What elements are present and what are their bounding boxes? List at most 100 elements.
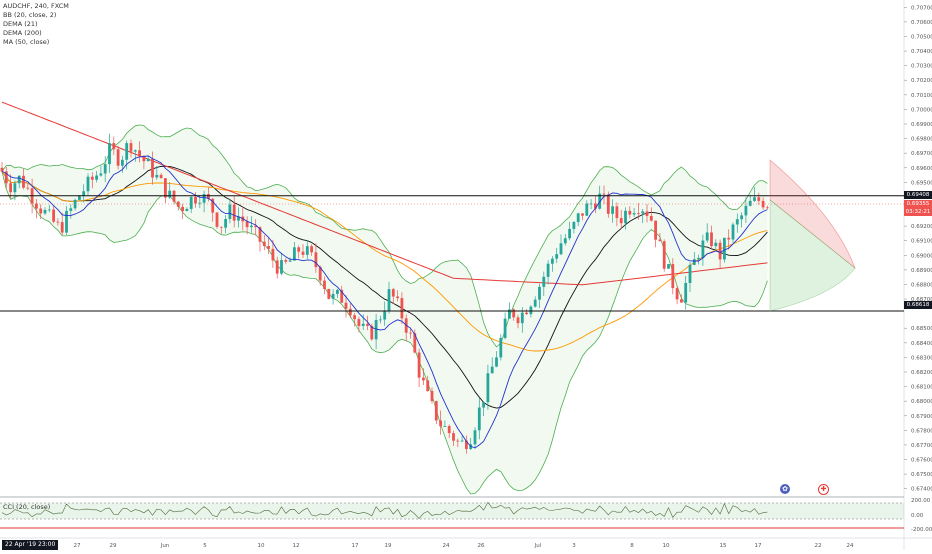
x-tick-label-15: 17 xyxy=(755,543,762,549)
candle-body-5 xyxy=(22,175,25,188)
candle-body-63 xyxy=(271,248,275,261)
candle-body-55 xyxy=(237,216,240,221)
x-tick-label-1: 29 xyxy=(110,543,117,549)
candle-body-71 xyxy=(305,246,309,255)
candle-body-57 xyxy=(245,221,249,228)
candle-body-84 xyxy=(361,323,365,326)
candle-body-113 xyxy=(486,373,490,403)
candle-body-83 xyxy=(357,319,361,326)
legend-ma50[interactable]: MA (50, close) xyxy=(3,38,50,46)
candle-body-104 xyxy=(447,426,451,434)
candle-body-16 xyxy=(69,208,73,211)
y-tick-label-1: 0.70600 xyxy=(911,20,932,26)
y-tick-label-10: 0.69700 xyxy=(911,151,932,157)
candle-body-151 xyxy=(649,215,653,221)
cci-tick-label-2: -200.00 xyxy=(911,527,932,533)
x-tick-label-4: 10 xyxy=(258,543,265,549)
candle-body-75 xyxy=(323,280,326,289)
candle-body-68 xyxy=(293,247,296,261)
candle-body-15 xyxy=(65,210,68,233)
candle-body-102 xyxy=(439,420,442,427)
candle-body-72 xyxy=(310,246,313,253)
candle-body-147 xyxy=(632,213,636,215)
candle-body-73 xyxy=(314,252,318,268)
dema200-line xyxy=(1,101,768,286)
legend-dema200[interactable]: DEMA (200) xyxy=(3,29,42,37)
candle-body-8 xyxy=(35,203,38,209)
candle-body-130 xyxy=(559,243,563,255)
candle-body-174 xyxy=(748,200,752,206)
y-tick-label-6: 0.70100 xyxy=(911,93,932,99)
candle-body-78 xyxy=(336,289,339,294)
candle-body-66 xyxy=(284,259,288,262)
y-tick-label-14: 0.69200 xyxy=(911,224,932,230)
x-tick-label-5: 12 xyxy=(293,543,300,549)
dema21-line xyxy=(1,155,768,449)
candle-body-143 xyxy=(615,206,619,219)
y-tick-label-11: 0.69600 xyxy=(911,166,932,172)
candle-body-159 xyxy=(684,282,688,303)
candle-body-98 xyxy=(422,377,425,381)
y-tick-label-29: 0.67600 xyxy=(911,458,932,464)
candle-body-88 xyxy=(379,319,382,321)
candle-body-125 xyxy=(538,286,541,300)
earnings-event-icon[interactable]: ✚ xyxy=(818,484,829,495)
candle-body-77 xyxy=(331,293,335,299)
candle-body-27 xyxy=(116,149,120,166)
candle-body-160 xyxy=(688,264,692,283)
cci-band xyxy=(0,503,904,519)
candle-body-41 xyxy=(176,201,180,207)
candle-body-167 xyxy=(718,242,722,260)
candle-body-81 xyxy=(348,308,352,316)
candle-body-3 xyxy=(13,183,17,193)
legend-dema21[interactable]: DEMA (21) xyxy=(3,20,38,28)
y-tick-label-21: 0.68400 xyxy=(911,341,932,347)
x-tick-label-3: 5 xyxy=(203,543,207,549)
y-tick-label-8: 0.69900 xyxy=(911,122,932,128)
candle-body-168 xyxy=(723,237,726,260)
candle-body-47 xyxy=(202,194,206,203)
ma50-line xyxy=(1,171,768,352)
cci-legend[interactable]: CCI (20, close) xyxy=(3,503,51,511)
candle-body-145 xyxy=(624,210,627,224)
candle-body-141 xyxy=(606,194,610,214)
candle-body-157 xyxy=(675,288,679,300)
candle-body-90 xyxy=(387,289,391,311)
candle-body-136 xyxy=(585,203,589,216)
candle-body-118 xyxy=(508,309,511,319)
candle-body-52 xyxy=(224,219,227,228)
candle-body-18 xyxy=(78,195,81,200)
candle-body-100 xyxy=(430,391,434,402)
candle-body-158 xyxy=(680,299,683,303)
candle-body-129 xyxy=(555,254,559,259)
candle-body-21 xyxy=(90,176,94,180)
x-tick-label-9: 26 xyxy=(478,543,485,549)
candle-body-165 xyxy=(710,232,713,247)
bb-lower-line xyxy=(1,171,768,495)
candle-body-135 xyxy=(581,213,584,216)
cci-tick-label-0: 200.00 xyxy=(911,498,931,504)
chart-legend: AUDCHF, 240, FXCM BB (20, close, 2) DEMA… xyxy=(3,2,69,47)
current-price-tag: 0.69355 xyxy=(904,200,932,208)
candle-body-175 xyxy=(753,197,756,201)
candle-body-30 xyxy=(129,143,133,152)
candle-body-110 xyxy=(473,430,477,445)
candle-body-14 xyxy=(60,222,64,233)
candle-body-127 xyxy=(546,263,550,277)
candle-body-176 xyxy=(757,197,761,201)
legend-bb[interactable]: BB (20, close, 2) xyxy=(3,11,57,19)
candle-body-93 xyxy=(400,298,404,319)
x-tick-label-8: 24 xyxy=(443,543,450,549)
candle-body-70 xyxy=(301,251,305,255)
candle-body-48 xyxy=(207,194,210,199)
dividend-event-icon[interactable]: ✿ xyxy=(780,484,790,494)
y-tick-label-22: 0.68300 xyxy=(911,355,932,361)
candle-body-156 xyxy=(671,264,675,289)
candle-body-131 xyxy=(563,238,567,244)
candle-body-53 xyxy=(228,204,232,220)
candle-body-9 xyxy=(39,208,43,214)
x-tick-label-7: 19 xyxy=(385,543,392,549)
candle-body-82 xyxy=(353,315,356,320)
